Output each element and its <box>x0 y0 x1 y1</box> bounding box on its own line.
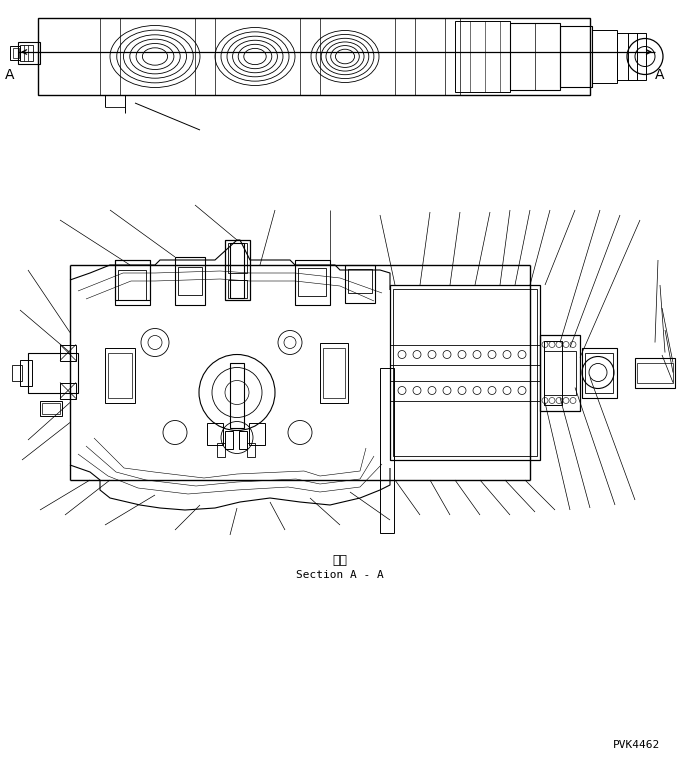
Bar <box>239 431 247 448</box>
Bar <box>28 352 78 392</box>
Bar <box>225 431 233 448</box>
Bar <box>228 243 247 273</box>
Bar <box>455 21 510 92</box>
Bar <box>118 270 146 300</box>
Bar <box>178 267 202 295</box>
Bar <box>345 265 375 303</box>
Bar <box>393 289 537 456</box>
Bar <box>582 348 617 398</box>
Bar <box>108 352 132 398</box>
Bar <box>60 382 76 398</box>
Bar <box>348 269 372 293</box>
Bar <box>60 345 76 361</box>
Bar <box>13 48 19 58</box>
Bar <box>637 362 673 382</box>
Bar <box>230 362 244 428</box>
Bar <box>380 368 394 532</box>
Text: Section A - A: Section A - A <box>296 570 384 580</box>
Bar <box>249 422 265 444</box>
Bar <box>230 243 244 298</box>
Bar <box>390 285 540 460</box>
Bar <box>228 280 247 298</box>
Bar <box>10 46 20 60</box>
Bar <box>38 18 590 95</box>
Bar <box>635 358 675 388</box>
Bar <box>20 359 32 385</box>
Bar <box>323 348 345 398</box>
Text: A: A <box>656 68 665 82</box>
Bar <box>20 45 33 61</box>
Bar <box>40 401 62 415</box>
Bar <box>617 33 637 80</box>
Bar <box>12 365 22 381</box>
Bar <box>540 335 580 411</box>
Bar <box>217 442 225 457</box>
Bar <box>247 442 255 457</box>
Bar <box>560 26 592 87</box>
Bar <box>295 260 330 305</box>
Bar <box>544 351 576 394</box>
Bar <box>115 260 150 305</box>
Bar <box>628 33 646 80</box>
Text: PVK4462: PVK4462 <box>613 740 660 750</box>
Bar <box>544 341 562 404</box>
Bar <box>105 348 135 402</box>
Bar <box>320 342 348 402</box>
Bar <box>42 402 60 414</box>
Text: 断面: 断面 <box>333 554 347 567</box>
Bar <box>115 260 150 300</box>
Bar <box>592 30 617 83</box>
Bar <box>510 23 560 90</box>
Bar <box>18 42 40 64</box>
Bar <box>585 352 613 392</box>
Bar <box>298 268 326 296</box>
Bar <box>175 257 205 305</box>
Bar <box>225 240 250 300</box>
Text: A: A <box>5 68 15 82</box>
Bar <box>207 422 223 444</box>
